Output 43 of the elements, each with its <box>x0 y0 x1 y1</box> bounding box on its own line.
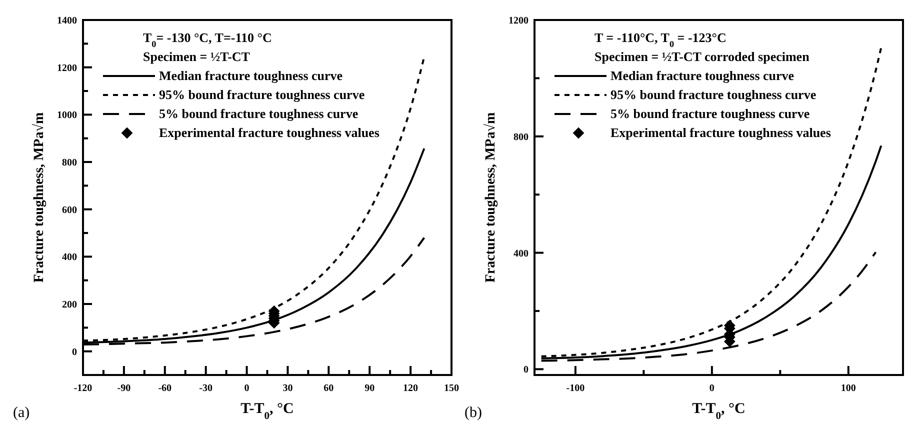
x-tick-label: 0 <box>244 383 250 394</box>
x-tick-label: -100 <box>566 383 585 394</box>
x-tick-label: -90 <box>117 383 131 394</box>
x-tick-label: 120 <box>403 383 418 394</box>
y-tick-label: 200 <box>62 300 77 310</box>
x-tick-label: 90 <box>364 383 375 394</box>
y-tick-label: 800 <box>514 132 528 143</box>
y-tick-label: 1000 <box>57 110 77 122</box>
legend-label: 5% bound fracture toughness curve <box>610 106 810 121</box>
annotation: Specimen = ½T-CT <box>143 49 250 64</box>
x-tick-label: 150 <box>444 383 459 394</box>
legend-label: Median fracture toughness curve <box>610 68 794 83</box>
legend-label: Experimental fracture toughness values <box>159 125 380 140</box>
legend-label: Experimental fracture toughness values <box>610 125 831 140</box>
y-axis-title: Fracture toughness, MPa√m <box>31 112 47 283</box>
legend-label: Median fracture toughness curve <box>159 68 343 83</box>
y-tick-label: 0 <box>524 364 528 376</box>
y-tick-label: 0 <box>72 346 77 358</box>
x-tick-label: -30 <box>199 383 213 394</box>
x-tick-label: 100 <box>840 383 856 394</box>
x-tick-label: 0 <box>709 383 714 394</box>
y-axis-title: Fracture toughness, MPa√m <box>482 112 498 283</box>
x-axis-title: T-T$_{0}$, °C <box>692 401 746 422</box>
y-tick-label: 400 <box>514 248 528 260</box>
legend-label: 95% bound fracture toughness curve <box>159 87 365 102</box>
annotation: Specimen = ½T-CT corroded specimen <box>594 49 810 64</box>
y-tick-label: 400 <box>62 252 77 264</box>
x-tick-label: 30 <box>282 383 293 394</box>
annotation: T = -110°C, T$_{0}$ = -123°C <box>594 30 726 49</box>
legend-label: 5% bound fracture toughness curve <box>159 106 358 121</box>
x-tick-label: -60 <box>158 383 172 394</box>
y-tick-label: 600 <box>62 204 77 216</box>
y-tick-label: 1200 <box>57 62 77 74</box>
text: (a) <box>13 405 30 421</box>
legend-label: 95% bound fracture toughness curve <box>610 87 816 102</box>
x-axis-title: T-T$_{0}$, °C <box>240 401 294 422</box>
annotation: T$_{0}$= -130 °C, T=-110 °C <box>143 30 272 49</box>
y-tick-label: 800 <box>62 158 77 168</box>
x-tick-label: 60 <box>324 383 334 394</box>
text: (b) <box>464 405 482 421</box>
x-tick-label: -120 <box>74 383 92 394</box>
y-tick-label: 1400 <box>57 16 77 26</box>
y-tick-label: 1200 <box>508 16 528 26</box>
